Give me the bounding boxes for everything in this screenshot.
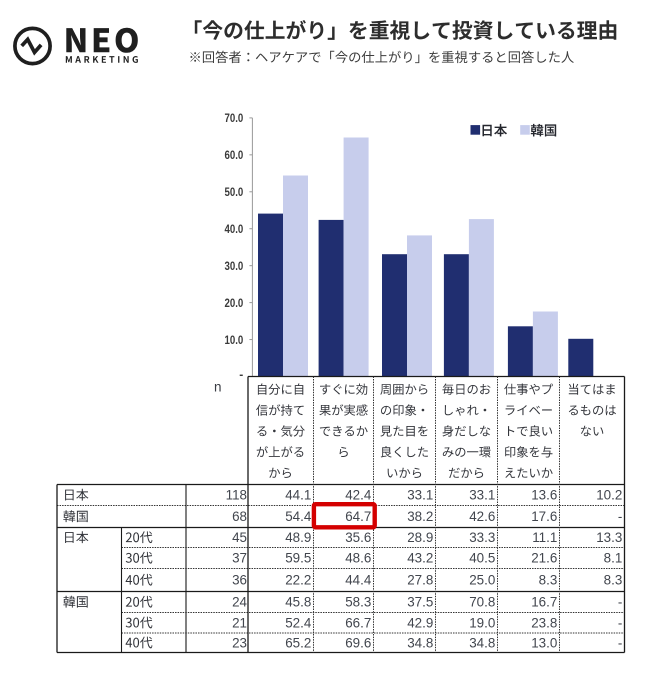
svg-text:70.8: 70.8 bbox=[469, 595, 495, 610]
svg-text:118: 118 bbox=[226, 488, 247, 503]
svg-text:-: - bbox=[618, 595, 622, 610]
svg-text:37.5: 37.5 bbox=[407, 595, 433, 610]
svg-text:37: 37 bbox=[232, 551, 247, 566]
svg-text:40.0: 40.0 bbox=[225, 222, 244, 236]
svg-text:42.9: 42.9 bbox=[407, 615, 433, 630]
svg-text:11.1: 11.1 bbox=[532, 530, 557, 545]
svg-text:44.4: 44.4 bbox=[345, 573, 372, 588]
svg-text:59.5: 59.5 bbox=[285, 551, 311, 566]
svg-text:25.0: 25.0 bbox=[469, 573, 495, 588]
svg-text:19.0: 19.0 bbox=[469, 615, 495, 630]
svg-text:24: 24 bbox=[232, 595, 247, 610]
svg-text:43.2: 43.2 bbox=[407, 551, 433, 566]
svg-text:58.3: 58.3 bbox=[345, 595, 371, 610]
svg-text:27.8: 27.8 bbox=[407, 573, 433, 588]
svg-text:48.6: 48.6 bbox=[345, 551, 371, 566]
svg-text:23: 23 bbox=[232, 635, 247, 650]
svg-text:33.1: 33.1 bbox=[469, 488, 495, 503]
svg-text:65.2: 65.2 bbox=[285, 635, 311, 650]
svg-text:30.0: 30.0 bbox=[225, 259, 244, 273]
svg-text:28.9: 28.9 bbox=[407, 530, 433, 545]
svg-text:20.0: 20.0 bbox=[225, 296, 244, 310]
svg-text:-: - bbox=[618, 635, 622, 650]
svg-text:69.6: 69.6 bbox=[345, 635, 371, 650]
svg-text:22.2: 22.2 bbox=[285, 573, 311, 588]
svg-text:17.6: 17.6 bbox=[531, 509, 557, 524]
svg-text:10.2: 10.2 bbox=[596, 488, 622, 503]
svg-text:36: 36 bbox=[232, 573, 247, 588]
svg-text:44.1: 44.1 bbox=[285, 488, 311, 503]
svg-text:34.8: 34.8 bbox=[469, 635, 495, 650]
svg-text:23.8: 23.8 bbox=[531, 615, 557, 630]
svg-text:-: - bbox=[618, 509, 622, 524]
svg-text:66.7: 66.7 bbox=[345, 615, 371, 630]
svg-text:45.8: 45.8 bbox=[285, 595, 311, 610]
svg-text:38.2: 38.2 bbox=[407, 509, 433, 524]
svg-text:70.0: 70.0 bbox=[225, 111, 244, 125]
svg-text:n: n bbox=[214, 380, 222, 395]
svg-text:50.0: 50.0 bbox=[225, 185, 244, 199]
svg-text:13.6: 13.6 bbox=[531, 488, 557, 503]
svg-text:33.1: 33.1 bbox=[407, 488, 433, 503]
svg-text:10.0: 10.0 bbox=[225, 333, 244, 347]
svg-text:42.4: 42.4 bbox=[345, 488, 372, 503]
svg-text:-: - bbox=[239, 367, 243, 381]
svg-text:60.0: 60.0 bbox=[225, 148, 244, 162]
svg-text:13.3: 13.3 bbox=[596, 530, 622, 545]
svg-text:16.7: 16.7 bbox=[531, 595, 557, 610]
svg-text:52.4: 52.4 bbox=[285, 615, 312, 630]
svg-text:8.1: 8.1 bbox=[604, 551, 623, 566]
svg-text:45: 45 bbox=[232, 530, 247, 545]
svg-text:33.3: 33.3 bbox=[469, 530, 495, 545]
svg-text:35.6: 35.6 bbox=[345, 530, 371, 545]
svg-text:-: - bbox=[618, 615, 622, 630]
svg-text:48.9: 48.9 bbox=[285, 530, 311, 545]
svg-text:8.3: 8.3 bbox=[539, 573, 558, 588]
svg-text:42.6: 42.6 bbox=[469, 509, 495, 524]
svg-text:40.5: 40.5 bbox=[469, 551, 495, 566]
svg-text:34.8: 34.8 bbox=[407, 635, 433, 650]
svg-text:8.3: 8.3 bbox=[604, 573, 623, 588]
svg-text:21: 21 bbox=[232, 615, 247, 630]
svg-text:64.7: 64.7 bbox=[345, 509, 371, 524]
svg-text:68: 68 bbox=[232, 509, 247, 524]
svg-text:21.6: 21.6 bbox=[531, 551, 557, 566]
svg-text:13.0: 13.0 bbox=[531, 635, 557, 650]
svg-text:54.4: 54.4 bbox=[285, 509, 312, 524]
